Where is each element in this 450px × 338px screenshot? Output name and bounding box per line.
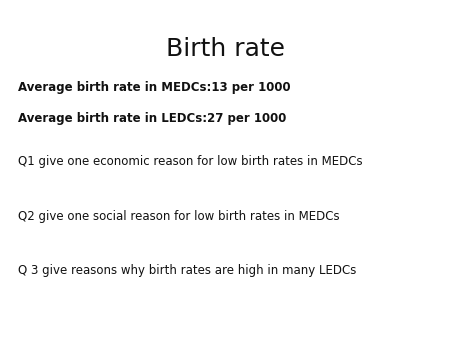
Text: Birth rate: Birth rate: [166, 37, 284, 61]
Text: Q1 give one economic reason for low birth rates in MEDCs: Q1 give one economic reason for low birt…: [18, 155, 363, 168]
Text: Q2 give one social reason for low birth rates in MEDCs: Q2 give one social reason for low birth …: [18, 210, 340, 222]
Text: Q 3 give reasons why birth rates are high in many LEDCs: Q 3 give reasons why birth rates are hig…: [18, 264, 356, 276]
Text: Average birth rate in LEDCs:27 per 1000: Average birth rate in LEDCs:27 per 1000: [18, 112, 286, 124]
Text: Average birth rate in MEDCs:13 per 1000: Average birth rate in MEDCs:13 per 1000: [18, 81, 291, 94]
